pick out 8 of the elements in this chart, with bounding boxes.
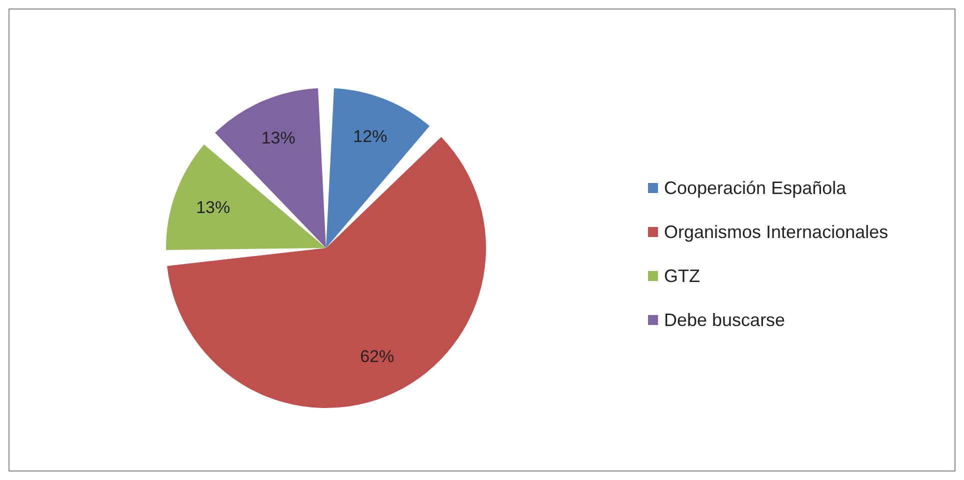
data-label: 62% <box>360 347 394 366</box>
legend-label: Cooperación Española <box>664 178 848 198</box>
data-label: 13% <box>261 128 296 148</box>
legend-label: GTZ <box>664 266 700 286</box>
legend-label: Debe buscarse <box>664 310 786 330</box>
data-label: 12% <box>353 126 388 146</box>
legend-label: Organismos Internacionales <box>664 222 888 242</box>
data-label: 13% <box>196 198 230 217</box>
